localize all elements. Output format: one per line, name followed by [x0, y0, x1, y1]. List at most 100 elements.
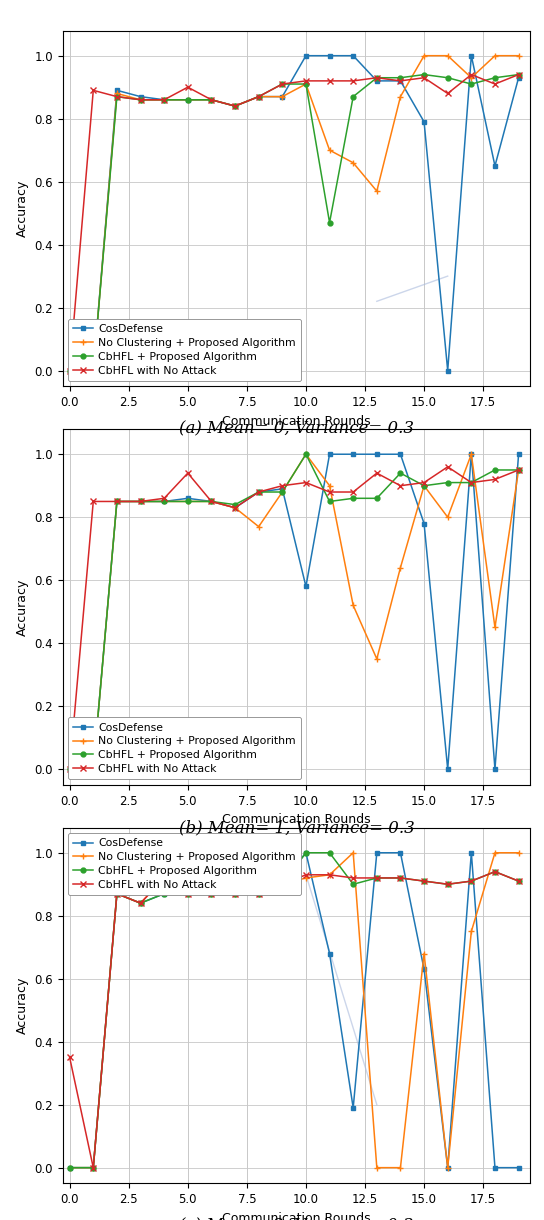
CbHFL + Proposed Algorithm — [137, 93, 144, 107]
CbHFL with No Attack — [374, 466, 380, 481]
CbHFL with No Attack — [421, 71, 428, 85]
No Clustering + Proposed Algorithm — [444, 49, 451, 63]
CbHFL + Proposed Algorithm — [184, 93, 191, 107]
Line: CosDefense: CosDefense — [67, 850, 521, 1170]
CbHFL with No Attack — [184, 887, 191, 902]
CbHFL with No Attack — [350, 73, 356, 88]
CbHFL with No Attack — [90, 1160, 96, 1175]
CosDefense — [66, 761, 73, 776]
CbHFL with No Attack — [515, 67, 522, 82]
No Clustering + Proposed Algorithm — [444, 1160, 451, 1175]
CbHFL with No Attack — [326, 867, 333, 882]
Line: CbHFL + Proposed Algorithm: CbHFL + Proposed Algorithm — [67, 850, 521, 1170]
No Clustering + Proposed Algorithm — [232, 500, 238, 515]
CosDefense — [326, 49, 333, 63]
Line: No Clustering + Proposed Algorithm: No Clustering + Proposed Algorithm — [66, 52, 522, 375]
Legend: CosDefense, No Clustering + Proposed Algorithm, CbHFL + Proposed Algorithm, CbHF: CosDefense, No Clustering + Proposed Alg… — [68, 833, 301, 895]
CosDefense — [374, 447, 380, 461]
Line: CbHFL + Proposed Algorithm: CbHFL + Proposed Algorithm — [67, 451, 521, 771]
CbHFL with No Attack — [397, 478, 404, 493]
CbHFL + Proposed Algorithm — [208, 494, 215, 509]
CosDefense — [492, 761, 498, 776]
Line: CbHFL with No Attack: CbHFL with No Attack — [67, 464, 521, 772]
CbHFL + Proposed Algorithm — [374, 71, 380, 85]
CosDefense — [468, 447, 474, 461]
No Clustering + Proposed Algorithm — [66, 364, 73, 378]
CbHFL + Proposed Algorithm — [515, 874, 522, 888]
CosDefense — [256, 89, 262, 104]
CbHFL with No Attack — [161, 93, 168, 107]
CosDefense — [184, 887, 191, 902]
No Clustering + Proposed Algorithm — [232, 887, 238, 902]
No Clustering + Proposed Algorithm — [137, 895, 144, 910]
CosDefense — [184, 490, 191, 505]
CosDefense — [232, 887, 238, 902]
No Clustering + Proposed Algorithm — [66, 761, 73, 776]
No Clustering + Proposed Algorithm — [161, 494, 168, 509]
CosDefense — [114, 887, 120, 902]
Line: CbHFL with No Attack: CbHFL with No Attack — [67, 869, 521, 1170]
CbHFL with No Attack — [208, 887, 215, 902]
CbHFL with No Attack — [374, 871, 380, 886]
CbHFL with No Attack — [492, 472, 498, 487]
CbHFL + Proposed Algorithm — [468, 874, 474, 888]
CbHFL with No Attack — [208, 93, 215, 107]
CbHFL with No Attack — [66, 761, 73, 776]
No Clustering + Proposed Algorithm — [374, 651, 380, 666]
CbHFL + Proposed Algorithm — [444, 877, 451, 892]
No Clustering + Proposed Algorithm — [161, 93, 168, 107]
CbHFL + Proposed Algorithm — [279, 877, 286, 892]
CosDefense — [302, 49, 309, 63]
Text: (a) Mean= 0, Variance= 0.3: (a) Mean= 0, Variance= 0.3 — [179, 421, 414, 438]
CbHFL + Proposed Algorithm — [256, 887, 262, 902]
No Clustering + Proposed Algorithm — [161, 871, 168, 886]
CbHFL + Proposed Algorithm — [302, 447, 309, 461]
CosDefense — [184, 93, 191, 107]
CosDefense — [421, 961, 428, 976]
CbHFL + Proposed Algorithm — [208, 93, 215, 107]
CbHFL + Proposed Algorithm — [302, 77, 309, 92]
No Clustering + Proposed Algorithm — [421, 478, 428, 493]
CbHFL + Proposed Algorithm — [114, 887, 120, 902]
CosDefense — [114, 83, 120, 98]
CbHFL with No Attack — [232, 887, 238, 902]
CosDefense — [326, 447, 333, 461]
No Clustering + Proposed Algorithm — [468, 71, 474, 85]
No Clustering + Proposed Algorithm — [397, 560, 404, 575]
Line: CosDefense: CosDefense — [67, 54, 521, 373]
CbHFL with No Attack — [66, 364, 73, 378]
CosDefense — [468, 845, 474, 860]
CosDefense — [208, 93, 215, 107]
Y-axis label: Accuracy: Accuracy — [16, 179, 29, 237]
CosDefense — [137, 494, 144, 509]
CosDefense — [515, 447, 522, 461]
CbHFL with No Attack — [256, 89, 262, 104]
No Clustering + Proposed Algorithm — [114, 87, 120, 101]
CbHFL with No Attack — [468, 874, 474, 888]
CbHFL with No Attack — [114, 887, 120, 902]
CbHFL + Proposed Algorithm — [114, 494, 120, 509]
CbHFL + Proposed Algorithm — [114, 89, 120, 104]
CbHFL + Proposed Algorithm — [515, 462, 522, 477]
CbHFL + Proposed Algorithm — [421, 478, 428, 493]
CbHFL with No Attack — [279, 877, 286, 892]
CbHFL with No Attack — [468, 67, 474, 82]
CbHFL + Proposed Algorithm — [184, 887, 191, 902]
CbHFL + Proposed Algorithm — [232, 887, 238, 902]
No Clustering + Proposed Algorithm — [468, 925, 474, 939]
CosDefense — [256, 484, 262, 499]
X-axis label: Communication Rounds: Communication Rounds — [222, 814, 371, 826]
CosDefense — [468, 49, 474, 63]
Line: No Clustering + Proposed Algorithm: No Clustering + Proposed Algorithm — [66, 450, 522, 772]
CbHFL + Proposed Algorithm — [66, 1160, 73, 1175]
CbHFL with No Attack — [515, 462, 522, 477]
CosDefense — [256, 887, 262, 902]
CbHFL with No Attack — [114, 494, 120, 509]
CbHFL + Proposed Algorithm — [468, 476, 474, 490]
No Clustering + Proposed Algorithm — [515, 462, 522, 477]
CbHFL + Proposed Algorithm — [326, 215, 333, 229]
Line: No Clustering + Proposed Algorithm: No Clustering + Proposed Algorithm — [66, 849, 522, 1171]
No Clustering + Proposed Algorithm — [421, 49, 428, 63]
CbHFL + Proposed Algorithm — [515, 67, 522, 82]
CbHFL with No Attack — [374, 71, 380, 85]
